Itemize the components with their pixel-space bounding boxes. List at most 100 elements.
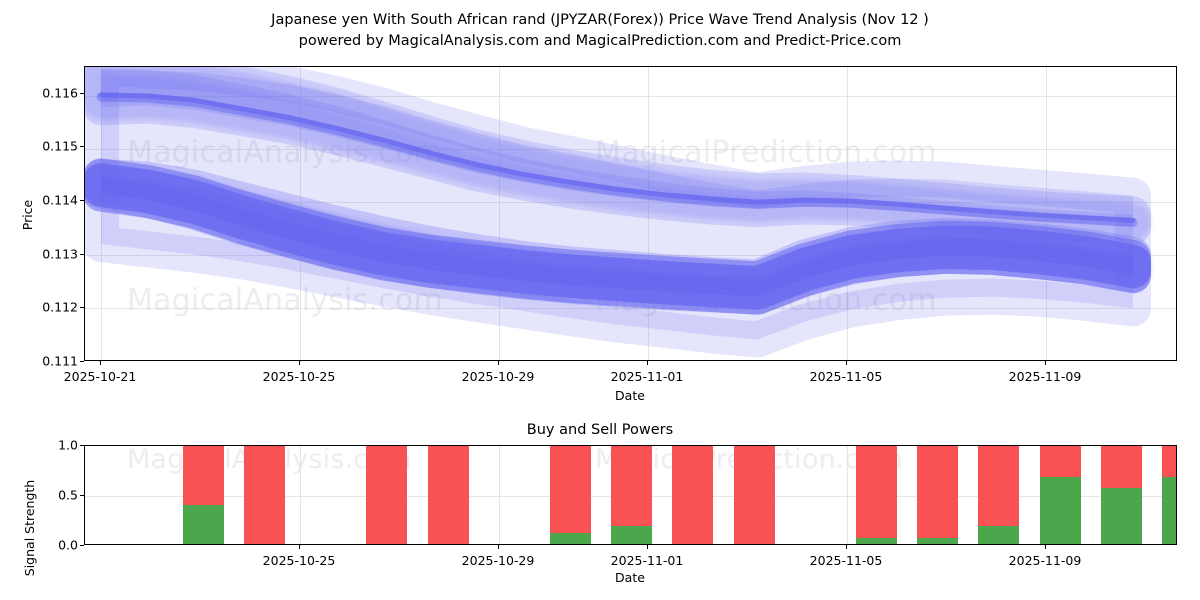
- buy-power-segment: [855, 538, 897, 544]
- power-bar: [672, 446, 714, 544]
- power-bar: [733, 446, 775, 544]
- power-bar: [243, 446, 285, 544]
- page-title: Japanese yen With South African rand (JP…: [0, 10, 1200, 52]
- price-y-tick-label: 0.111: [42, 353, 78, 369]
- power-y-axis-label: Signal Strength: [22, 479, 37, 577]
- power-x-tick-label: 2025-10-25: [262, 553, 336, 568]
- power-x-tickmark: [299, 545, 300, 549]
- price-y-tick-label: 0.115: [42, 138, 78, 154]
- price-x-tickmark: [100, 361, 101, 365]
- gridline-y: [85, 149, 1176, 150]
- sell-power-segment: [1100, 446, 1142, 488]
- power-bar: [549, 446, 591, 544]
- price-wave-bands: [85, 67, 1151, 358]
- power-plot-area: MagicalAnalysis.com MagicalPrediction.co…: [84, 445, 1177, 545]
- price-x-tickmark: [647, 361, 648, 365]
- power-x-tick-label: 2025-11-01: [610, 553, 684, 568]
- buy-power-segment: [978, 526, 1020, 544]
- power-x-tick-label: 2025-10-29: [461, 553, 535, 568]
- gridline-y: [85, 308, 1176, 309]
- power-x-tick-label: 2025-11-09: [1008, 553, 1082, 568]
- power-bar: [1100, 446, 1142, 544]
- price-x-tick-label: 2025-10-21: [63, 369, 137, 384]
- sell-power-segment: [672, 446, 714, 544]
- gridline-x: [300, 446, 301, 544]
- buy-power-segment: [611, 526, 653, 544]
- price-wave-panel: 0.111 0.112 0.113 0.114 0.115 0.116 2025-10-2…: [20, 66, 1177, 403]
- sell-power-segment: [611, 446, 653, 526]
- gridline-x: [847, 446, 848, 544]
- buy-sell-title: Buy and Sell Powers: [526, 422, 674, 438]
- price-y-tick-label: 0.113: [42, 246, 78, 262]
- buy-sell-powers-panel: Buy and Sell Powers 0.0 0.5 1.0 2025-10-25…: [0, 410, 1200, 600]
- price-y-tickmark: [80, 146, 84, 148]
- power-y-tickmark: [80, 445, 84, 446]
- sell-power-segment: [549, 446, 591, 533]
- sell-power-segment: [1161, 446, 1176, 477]
- power-bar: [978, 446, 1020, 544]
- sell-power-segment: [243, 446, 285, 544]
- sell-power-segment: [917, 446, 959, 538]
- gridline-x: [101, 67, 102, 360]
- power-bar: [1039, 446, 1081, 544]
- power-bar: [1161, 446, 1176, 544]
- price-y-tickmark: [80, 253, 84, 255]
- sell-power-segment: [733, 446, 775, 544]
- sell-power-segment: [366, 446, 408, 544]
- power-x-tick-label: 2025-11-05: [809, 553, 883, 568]
- price-y-tick-label: 0.112: [42, 299, 78, 315]
- buy-power-segment: [549, 533, 591, 544]
- power-x-tickmark: [846, 545, 847, 549]
- gridline-y: [85, 96, 1176, 97]
- price-y-tickmark: [80, 200, 84, 202]
- price-y-tickmark: [80, 92, 84, 94]
- buy-power-segment: [917, 538, 959, 544]
- price-x-tickmark: [498, 361, 499, 365]
- price-x-axis-label: Date: [615, 388, 645, 403]
- price-x-tickmark: [299, 361, 300, 365]
- power-bar: [611, 446, 653, 544]
- sell-power-segment: [978, 446, 1020, 526]
- power-x-tickmark: [1045, 545, 1046, 549]
- gridline-x: [499, 446, 500, 544]
- power-bar: [855, 446, 897, 544]
- power-x-tickmark: [647, 545, 648, 549]
- price-y-tick-label: 0.116: [42, 85, 78, 101]
- buy-power-segment: [1100, 488, 1142, 544]
- power-bar: [182, 446, 224, 544]
- power-x-axis-label: Date: [615, 570, 645, 585]
- buy-power-segment: [182, 505, 224, 544]
- title-line-2: powered by MagicalAnalysis.com and Magic…: [298, 33, 902, 49]
- power-bar: [366, 446, 408, 544]
- power-y-tickmark: [80, 495, 84, 496]
- price-plot-area: MagicalAnalysis.com MagicalPrediction.co…: [84, 66, 1177, 361]
- price-y-axis-label: Price: [20, 199, 35, 231]
- power-bar: [917, 446, 959, 544]
- power-bar: [427, 446, 469, 544]
- sell-power-segment: [855, 446, 897, 538]
- gridline-x: [499, 67, 500, 360]
- power-x-tickmark: [498, 545, 499, 549]
- price-x-tickmark: [846, 361, 847, 365]
- power-y-tick-label: 0.5: [58, 487, 78, 503]
- price-x-tick-label: 2025-11-09: [1008, 369, 1082, 384]
- power-y-tickmark: [80, 545, 84, 546]
- price-y-tickmark: [80, 361, 84, 362]
- power-y-tick-label: 1.0: [58, 437, 78, 453]
- price-x-tickmark: [1045, 361, 1046, 365]
- sell-power-segment: [427, 446, 469, 544]
- price-x-tick-label: 2025-11-01: [610, 369, 684, 384]
- price-x-tick-label: 2025-11-05: [809, 369, 883, 384]
- buy-power-segment: [1161, 477, 1176, 544]
- gridline-x: [648, 67, 649, 360]
- title-line-1: Japanese yen With South African rand (JP…: [271, 12, 929, 28]
- sell-power-segment: [182, 446, 224, 505]
- price-x-tick-label: 2025-10-29: [461, 369, 535, 384]
- price-y-tick-label: 0.114: [42, 192, 78, 208]
- sell-power-segment: [1039, 446, 1081, 477]
- price-x-tick-label: 2025-10-25: [262, 369, 336, 384]
- price-y-tickmark: [80, 307, 84, 309]
- power-y-tick-label: 0.0: [58, 537, 78, 553]
- power-bars: [85, 446, 1176, 544]
